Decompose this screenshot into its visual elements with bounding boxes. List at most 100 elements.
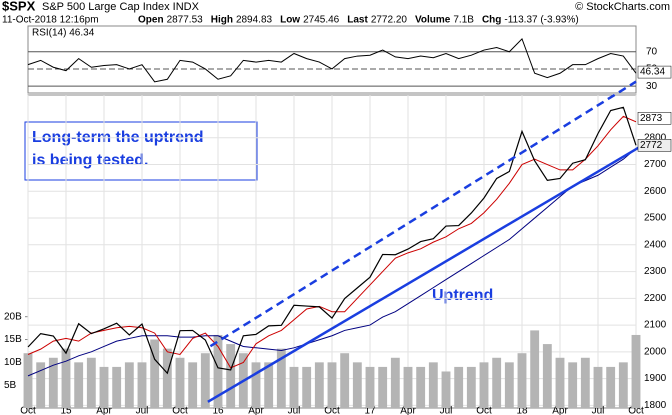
volume-bar bbox=[378, 366, 388, 408]
volume-bar bbox=[530, 330, 540, 408]
source: © StockCharts.com bbox=[575, 1, 670, 13]
annotation: Uptrend bbox=[432, 287, 493, 304]
volume-bar bbox=[213, 334, 223, 408]
annotation: is being tested. bbox=[32, 152, 148, 169]
volume-bar bbox=[302, 366, 312, 408]
volume-bar bbox=[568, 362, 578, 408]
x-tick-label: Jul bbox=[288, 406, 301, 415]
volume-bar bbox=[327, 362, 337, 408]
volume-bar bbox=[61, 348, 71, 408]
x-tick-label: Oct bbox=[324, 406, 340, 415]
volume-bar bbox=[352, 362, 362, 408]
price-line bbox=[27, 106, 637, 375]
rsi-line bbox=[27, 37, 637, 83]
symbol: $SPX bbox=[2, 0, 36, 13]
moving-average bbox=[27, 148, 637, 377]
x-tick-label: Oct bbox=[172, 406, 188, 415]
volume-bar bbox=[99, 366, 109, 408]
volume-bar bbox=[416, 366, 426, 408]
volume-bar bbox=[441, 371, 451, 408]
subtitle: S&P 500 Large Cap Index INDX bbox=[42, 1, 200, 13]
x-tick-label: 16 bbox=[212, 406, 224, 415]
x-tick-label: Apr bbox=[400, 406, 416, 415]
volume-bar bbox=[580, 357, 590, 408]
volume-bar bbox=[606, 366, 616, 408]
volume-bar bbox=[162, 348, 172, 408]
value-tag bbox=[637, 65, 672, 79]
date: 11-Oct-2018 12:16pm bbox=[2, 15, 99, 26]
trend-line bbox=[207, 145, 641, 403]
volume-bar bbox=[492, 357, 502, 408]
quote-value: 2877.53 bbox=[167, 15, 204, 26]
y-tick-label: 2700 bbox=[644, 159, 667, 170]
y-tick-label: 2300 bbox=[644, 266, 667, 277]
volume-bar bbox=[466, 366, 476, 408]
volume-tick-label: 10B bbox=[4, 357, 22, 368]
volume-bar bbox=[289, 366, 299, 408]
value-tag-label: 2772 bbox=[640, 140, 663, 151]
volume-bar bbox=[340, 353, 350, 408]
y-tick-label: 2000 bbox=[644, 346, 667, 357]
quote-value: 2894.83 bbox=[236, 15, 273, 26]
volume-bar bbox=[86, 357, 96, 408]
volume-bar bbox=[631, 334, 641, 408]
x-tick-label: 17 bbox=[364, 406, 376, 415]
x-tick-label: 18 bbox=[516, 406, 528, 415]
volume-bar bbox=[618, 362, 628, 408]
volume-bar bbox=[124, 362, 134, 408]
x-tick-label: 15 bbox=[60, 406, 72, 415]
volume-bar bbox=[555, 357, 565, 408]
volume-bar bbox=[48, 357, 58, 408]
quote-label: Chg bbox=[482, 15, 501, 26]
trend-line bbox=[209, 80, 637, 348]
volume-bar bbox=[150, 339, 160, 408]
volume-bar bbox=[403, 366, 413, 408]
volume-bar bbox=[175, 357, 185, 408]
x-tick-label: Oct bbox=[628, 406, 644, 415]
volume-bar bbox=[112, 366, 122, 408]
x-tick-label: Jul bbox=[136, 406, 149, 415]
quote-value: 2745.46 bbox=[303, 15, 340, 26]
y-tick-label: 2400 bbox=[644, 239, 667, 250]
y-tick-label: 1900 bbox=[644, 373, 667, 384]
x-tick-label: Jul bbox=[440, 406, 453, 415]
volume-bar bbox=[314, 362, 324, 408]
volume-bar bbox=[36, 362, 46, 408]
volume-bar bbox=[137, 362, 147, 408]
x-tick-label: Jul bbox=[592, 406, 605, 415]
volume-tick-label: 15B bbox=[4, 334, 22, 345]
volume-bar bbox=[542, 344, 552, 408]
volume-bar bbox=[390, 357, 400, 408]
volume-bar bbox=[517, 353, 527, 408]
volume-bar bbox=[74, 362, 84, 408]
y-tick-label: 2200 bbox=[644, 293, 667, 304]
volume-bar bbox=[264, 362, 274, 408]
volume-bar bbox=[188, 362, 198, 408]
quote-label: Open bbox=[138, 15, 164, 26]
volume-bar bbox=[276, 348, 286, 408]
quote-label: Low bbox=[280, 15, 300, 26]
volume-tick-label: 20B bbox=[4, 311, 22, 322]
volume-bar bbox=[251, 362, 261, 408]
moving-average bbox=[27, 115, 637, 369]
quote-value: 2772.20 bbox=[371, 15, 408, 26]
volume-bar bbox=[226, 344, 236, 408]
quote-label: Last bbox=[347, 15, 368, 26]
quote-value: 7.1B bbox=[453, 15, 474, 26]
y-tick-label: 2500 bbox=[644, 213, 667, 224]
volume-bar bbox=[428, 362, 438, 408]
volume-bar bbox=[200, 353, 210, 408]
x-tick-label: Oct bbox=[20, 406, 36, 415]
y-tick-label: 1800 bbox=[644, 400, 667, 411]
y-tick-label: 2800 bbox=[644, 132, 667, 143]
value-tag-label: 2873 bbox=[640, 113, 663, 124]
volume-bar bbox=[593, 366, 603, 408]
volume-bar bbox=[504, 362, 514, 408]
volume-bar bbox=[365, 366, 375, 408]
rsi-tick-label: 70 bbox=[646, 46, 658, 57]
quote-label: High bbox=[211, 15, 233, 26]
volume-bar bbox=[454, 366, 464, 408]
value-tag bbox=[637, 112, 672, 125]
x-tick-label: Apr bbox=[552, 406, 568, 415]
